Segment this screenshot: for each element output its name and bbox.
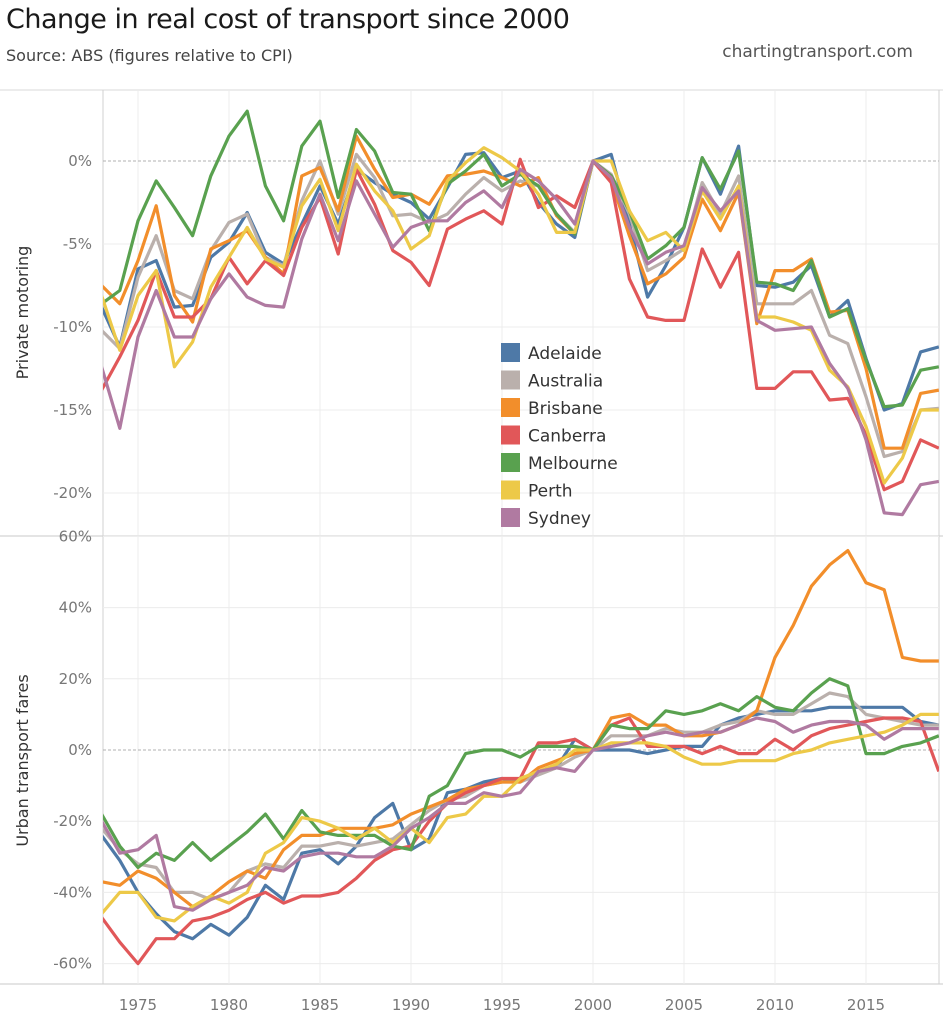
legend-label: Adelaide: [528, 344, 602, 364]
y-tick-label: 40%: [59, 599, 92, 617]
series-line-sydney: [103, 716, 939, 912]
site-credit: chartingtransport.com: [722, 42, 913, 62]
y-tick-label: -10%: [53, 318, 92, 336]
x-tick-label: 2005: [665, 996, 703, 1014]
series-line-melbourne: [103, 677, 939, 870]
y-tick-label: -20%: [53, 812, 92, 830]
series-line-brisbane: [103, 134, 939, 450]
series-line-perth: [103, 712, 939, 923]
chart-subtitle: Source: ABS (figures relative to CPI): [6, 46, 293, 65]
y-tick-label: -5%: [63, 235, 92, 253]
y-axis-label: Urban transport fares: [13, 674, 32, 846]
legend-swatch: [501, 398, 520, 417]
y-tick-label: 20%: [59, 670, 92, 688]
legend-swatch: [501, 370, 520, 390]
y-tick-label: 0%: [68, 741, 92, 759]
legend-label: Perth: [528, 482, 573, 502]
series-line-perth: [103, 146, 939, 485]
y-tick-label: 0%: [68, 152, 92, 170]
x-tick-label: 1975: [119, 996, 157, 1014]
series-line-canberra: [103, 716, 939, 966]
x-tick-label: 2010: [756, 996, 794, 1014]
legend-swatch: [501, 480, 520, 500]
legend-label: Sydney: [528, 509, 591, 529]
panel-urban-transport-fares: 60% 40% 20% 0% -20% -40% -60% Urban transport f…: [13, 527, 939, 1014]
legend-swatch: [501, 425, 520, 445]
y-tick-label: -60%: [53, 955, 92, 973]
y-tick-label: -40%: [53, 883, 92, 901]
y-tick-label: 60%: [59, 527, 92, 545]
x-tick-label: 1990: [392, 996, 430, 1014]
legend-swatch: [501, 453, 520, 472]
series-line-melbourne: [103, 109, 939, 409]
legend-swatch: [501, 508, 520, 527]
x-tick-label: 2015: [847, 996, 885, 1014]
legend: Adelaide Australia Brisbane Canberra Melbour…: [501, 343, 618, 529]
chart-title: Change in real cost of transport since 2…: [6, 4, 570, 35]
x-tick-label: 1985: [301, 996, 339, 1014]
x-tick-label: 2000: [574, 996, 612, 1014]
panel-private-motoring: 0% -5% -10% -15% -20% Private motoring: [13, 90, 939, 535]
x-tick-label: 1980: [210, 996, 248, 1014]
series-line-australia: [103, 152, 939, 459]
y-tick-label: -20%: [53, 484, 92, 502]
legend-label: Melbourne: [528, 454, 618, 474]
y-axis-label: Private motoring: [13, 246, 32, 380]
legend-label: Brisbane: [528, 399, 603, 419]
legend-swatch: [501, 343, 520, 362]
x-tick-label: 1995: [483, 996, 521, 1014]
y-tick-label: -15%: [53, 401, 92, 419]
series-line-sydney: [103, 159, 939, 517]
legend-label: Australia: [528, 372, 603, 392]
series-line-brisbane: [103, 548, 939, 909]
series-line-canberra: [103, 157, 939, 492]
legend-label: Canberra: [528, 427, 606, 447]
